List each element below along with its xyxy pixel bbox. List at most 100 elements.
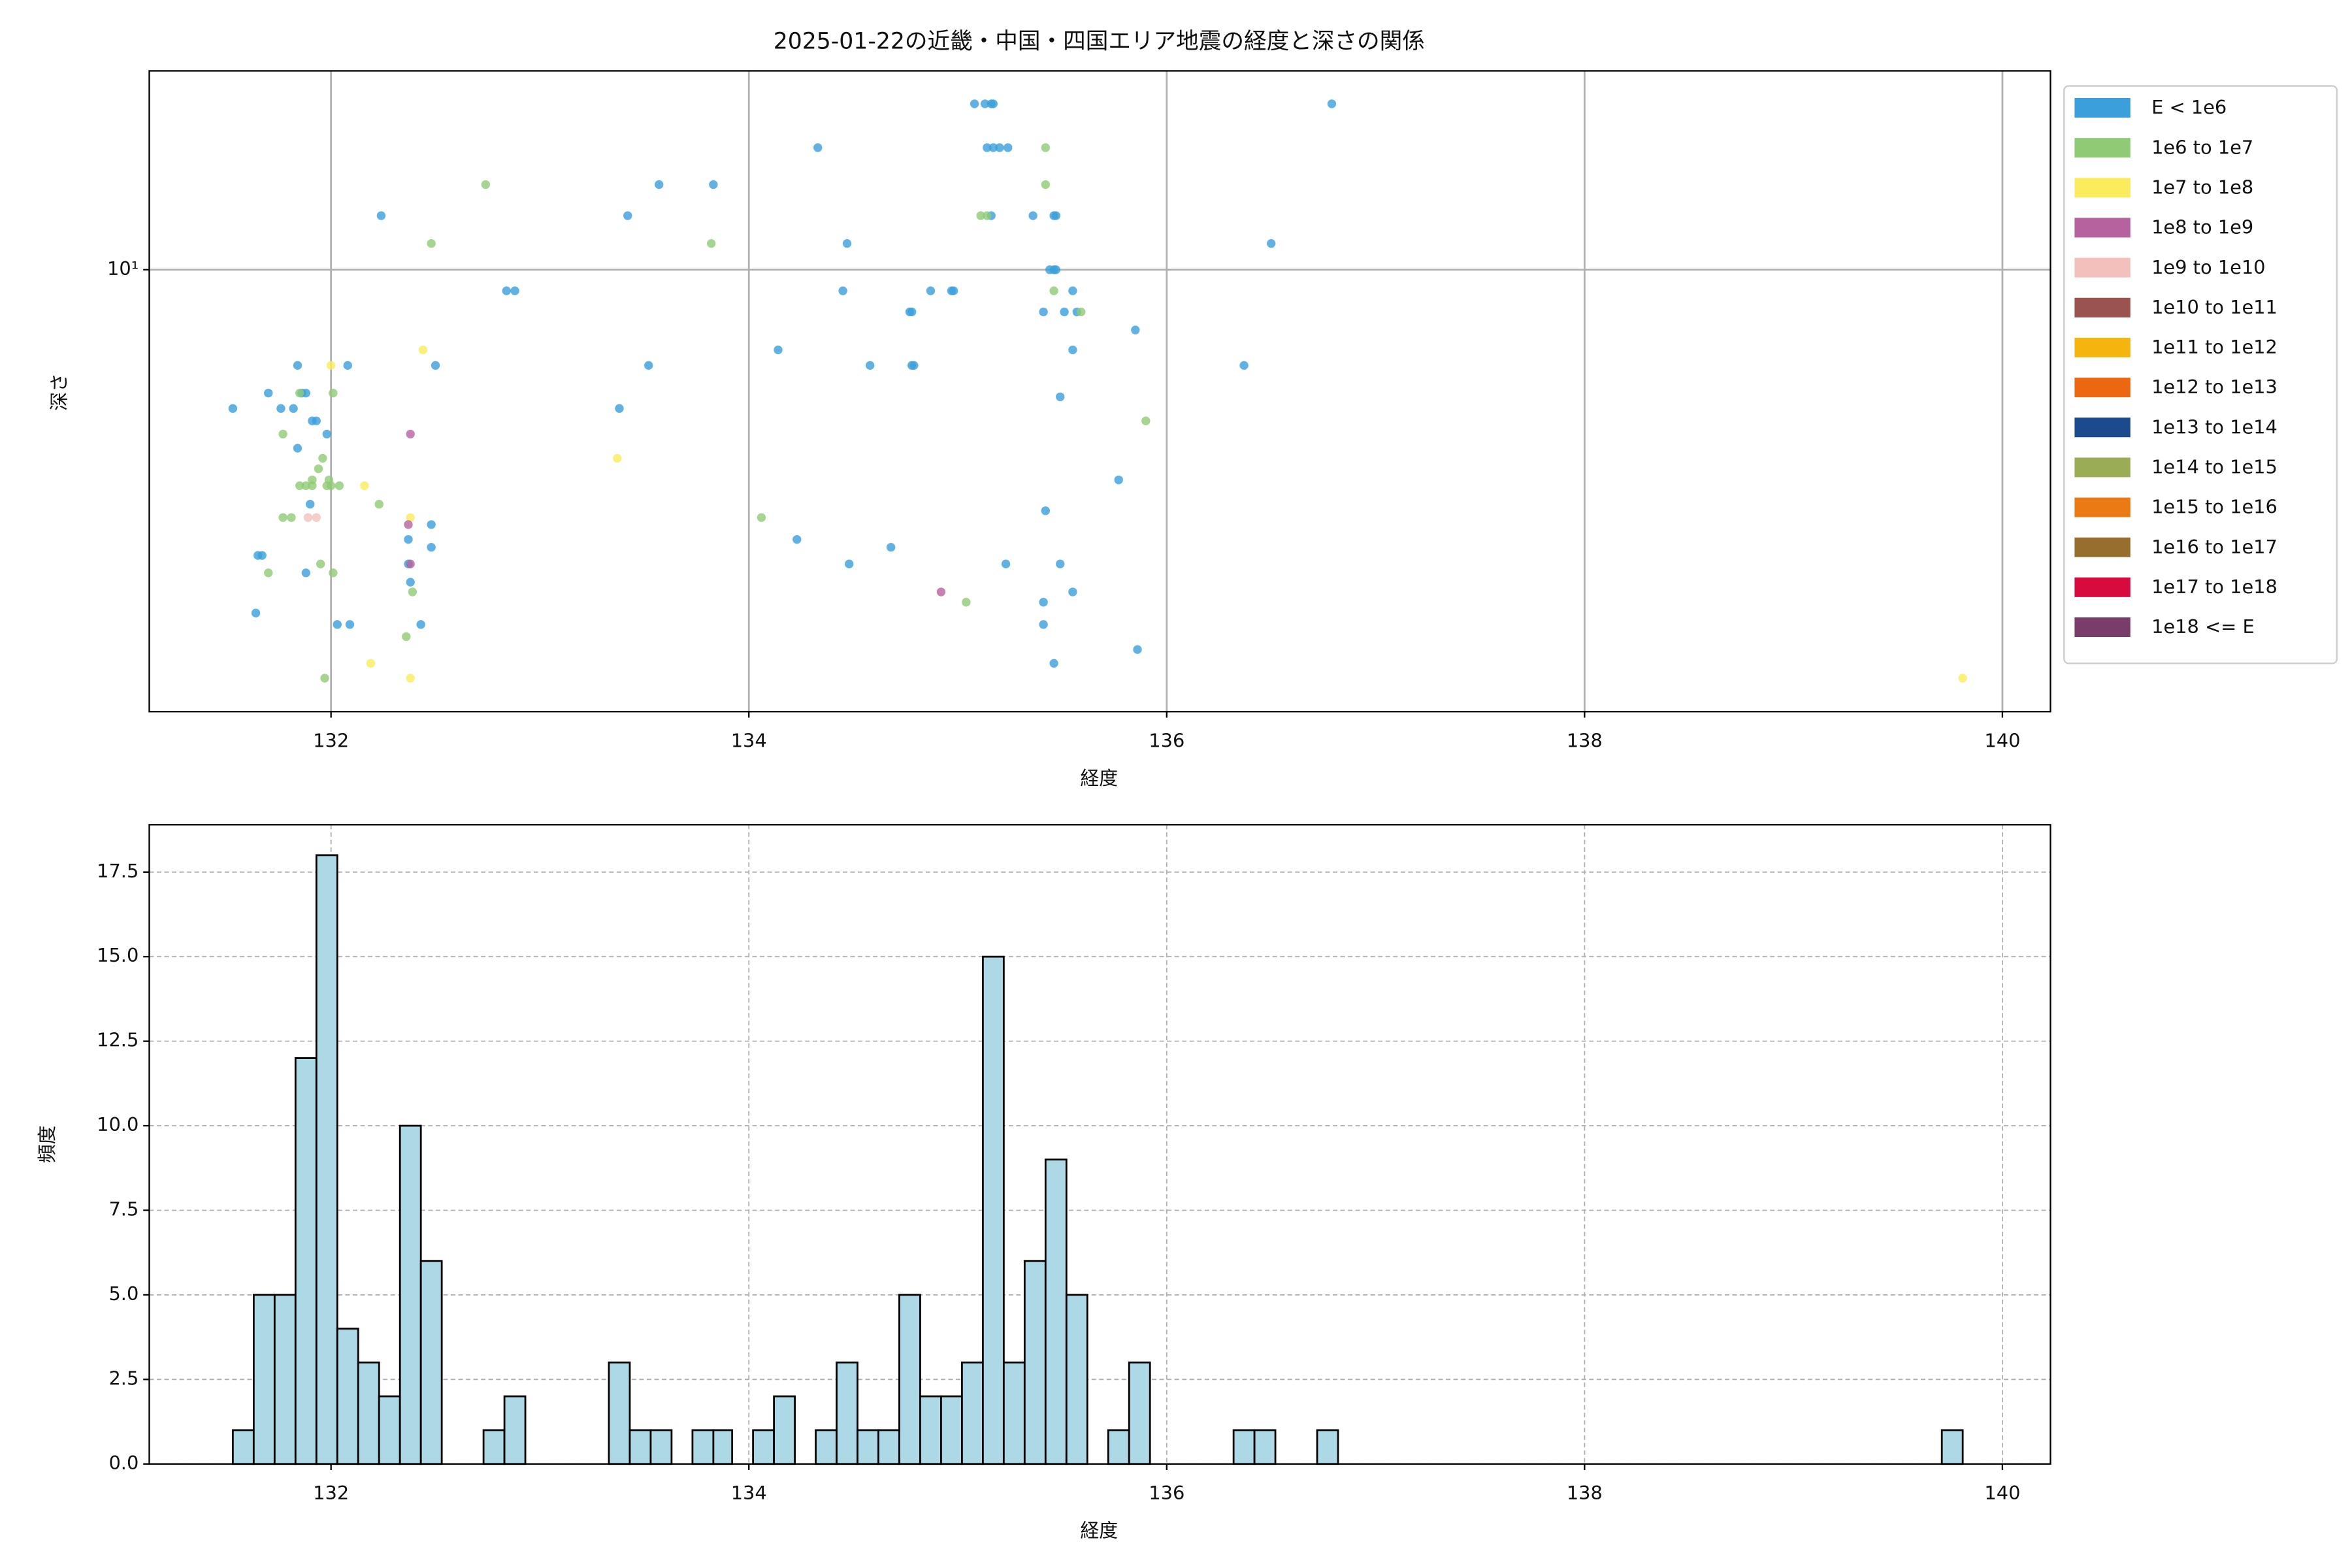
scatter-point [907,307,917,317]
scatter-point [1051,211,1060,220]
plot-frame [148,824,2051,1465]
scatter-point [845,559,854,568]
scatter-point [1041,506,1051,515]
scatter-point [427,238,436,248]
scatter-point [251,608,261,618]
scatter-point [314,464,323,474]
scatter-point [1076,307,1086,317]
legend-label: 1e6 to 1e7 [2151,136,2253,158]
scatter-point [264,388,273,398]
histogram-bar [1940,1429,1964,1465]
histogram-bar [231,1429,255,1465]
scatter-point [278,429,287,439]
x-tick-label: 132 [313,1482,349,1504]
scatter-point [301,481,310,491]
legend-label: 1e8 to 1e9 [2151,216,2253,238]
x-tick-label: 136 [1149,729,1184,751]
scatter-point [1131,325,1140,335]
y-tick-label: 10¹ [107,257,139,280]
y-axis-label: 深さ [48,373,70,411]
scatter-point [1056,559,1065,568]
scatter-point [312,513,321,522]
scatter-point [757,513,766,522]
scatter-point [1958,674,1967,683]
legend-swatch [2074,537,2131,557]
y-tick-label: 0.0 [108,1452,139,1474]
scatter-point [774,345,783,355]
scatter-point [257,551,267,560]
scatter-point [289,404,298,413]
scatter-point [1028,211,1037,220]
scatter-point [962,598,971,607]
histogram-bar [315,854,338,1465]
y-tick-label: 12.5 [97,1029,139,1051]
scatter-point [406,559,415,568]
scatter-point [360,481,369,491]
scatter-point [416,620,425,629]
background [3,0,2349,1568]
scatter-point [949,286,958,295]
scatter-point [322,429,331,439]
scatter-point [1141,416,1151,425]
legend-label: 1e16 to 1e17 [2151,536,2278,558]
scatter-point [326,481,336,491]
plot-frame [148,70,2051,713]
scatter-point [376,211,386,220]
x-tick-label: 134 [731,1482,767,1504]
scatter-point [404,534,413,544]
scatter-point [813,143,823,152]
legend-label: 1e17 to 1e18 [2151,576,2278,598]
scatter-point [1039,620,1048,629]
histogram-bar [1107,1429,1130,1465]
scatter-point [706,238,716,248]
scatter-point [278,513,287,522]
histogram-bar [877,1429,900,1465]
histogram-bar [399,1124,422,1465]
legend-label: 1e15 to 1e16 [2151,496,2278,518]
histogram-bar [752,1429,775,1465]
histogram-bar [503,1395,527,1465]
legend-swatch [2074,178,2131,198]
scatter-point [329,568,338,578]
legend-label: 1e14 to 1e15 [2151,456,2278,478]
plot-layer: 132 134 136 138 140 10¹ E < 1e6 1e6 to 1e7 1e7 t… [97,70,2338,1504]
scatter-point [936,587,946,596]
x-axis-label: 経度 [1080,1520,1118,1542]
scatter-point [976,211,985,220]
scatter-point [228,404,238,413]
scatter-point [408,587,417,596]
scatter-point [287,513,296,522]
histogram-bar [691,1429,715,1465]
x-tick-label: 134 [731,729,767,751]
scatter-point [301,388,310,398]
scatter-point [983,143,992,152]
scatter-point [427,542,436,552]
histogram-bar [1232,1429,1256,1465]
y-tick-label: 7.5 [108,1198,139,1220]
legend-swatch [2074,98,2131,118]
scatter-point [333,620,342,629]
scatter-point [293,444,302,453]
scatter-point [1004,143,1013,152]
scatter-point [366,659,376,668]
scatter-point [264,568,273,578]
histogram-bar [919,1395,942,1465]
histogram-bar [482,1429,506,1465]
scatter-point [842,238,852,248]
legend-label: E < 1e6 [2151,96,2227,118]
histogram-bar [1065,1294,1088,1465]
x-tick-label: 140 [1984,729,2020,751]
histogram-bar [1128,1362,1151,1465]
legend-swatch [2074,457,2131,478]
scatter-point [326,361,336,370]
scatter-point [510,286,519,295]
scatter-point [1068,345,1077,355]
legend-swatch [2074,257,2131,278]
legend-swatch [2074,577,2131,597]
legend-label: 1e7 to 1e8 [2151,176,2253,198]
scatter-point [406,429,415,439]
scatter-point [343,361,352,370]
scatter-point [1327,99,1337,108]
